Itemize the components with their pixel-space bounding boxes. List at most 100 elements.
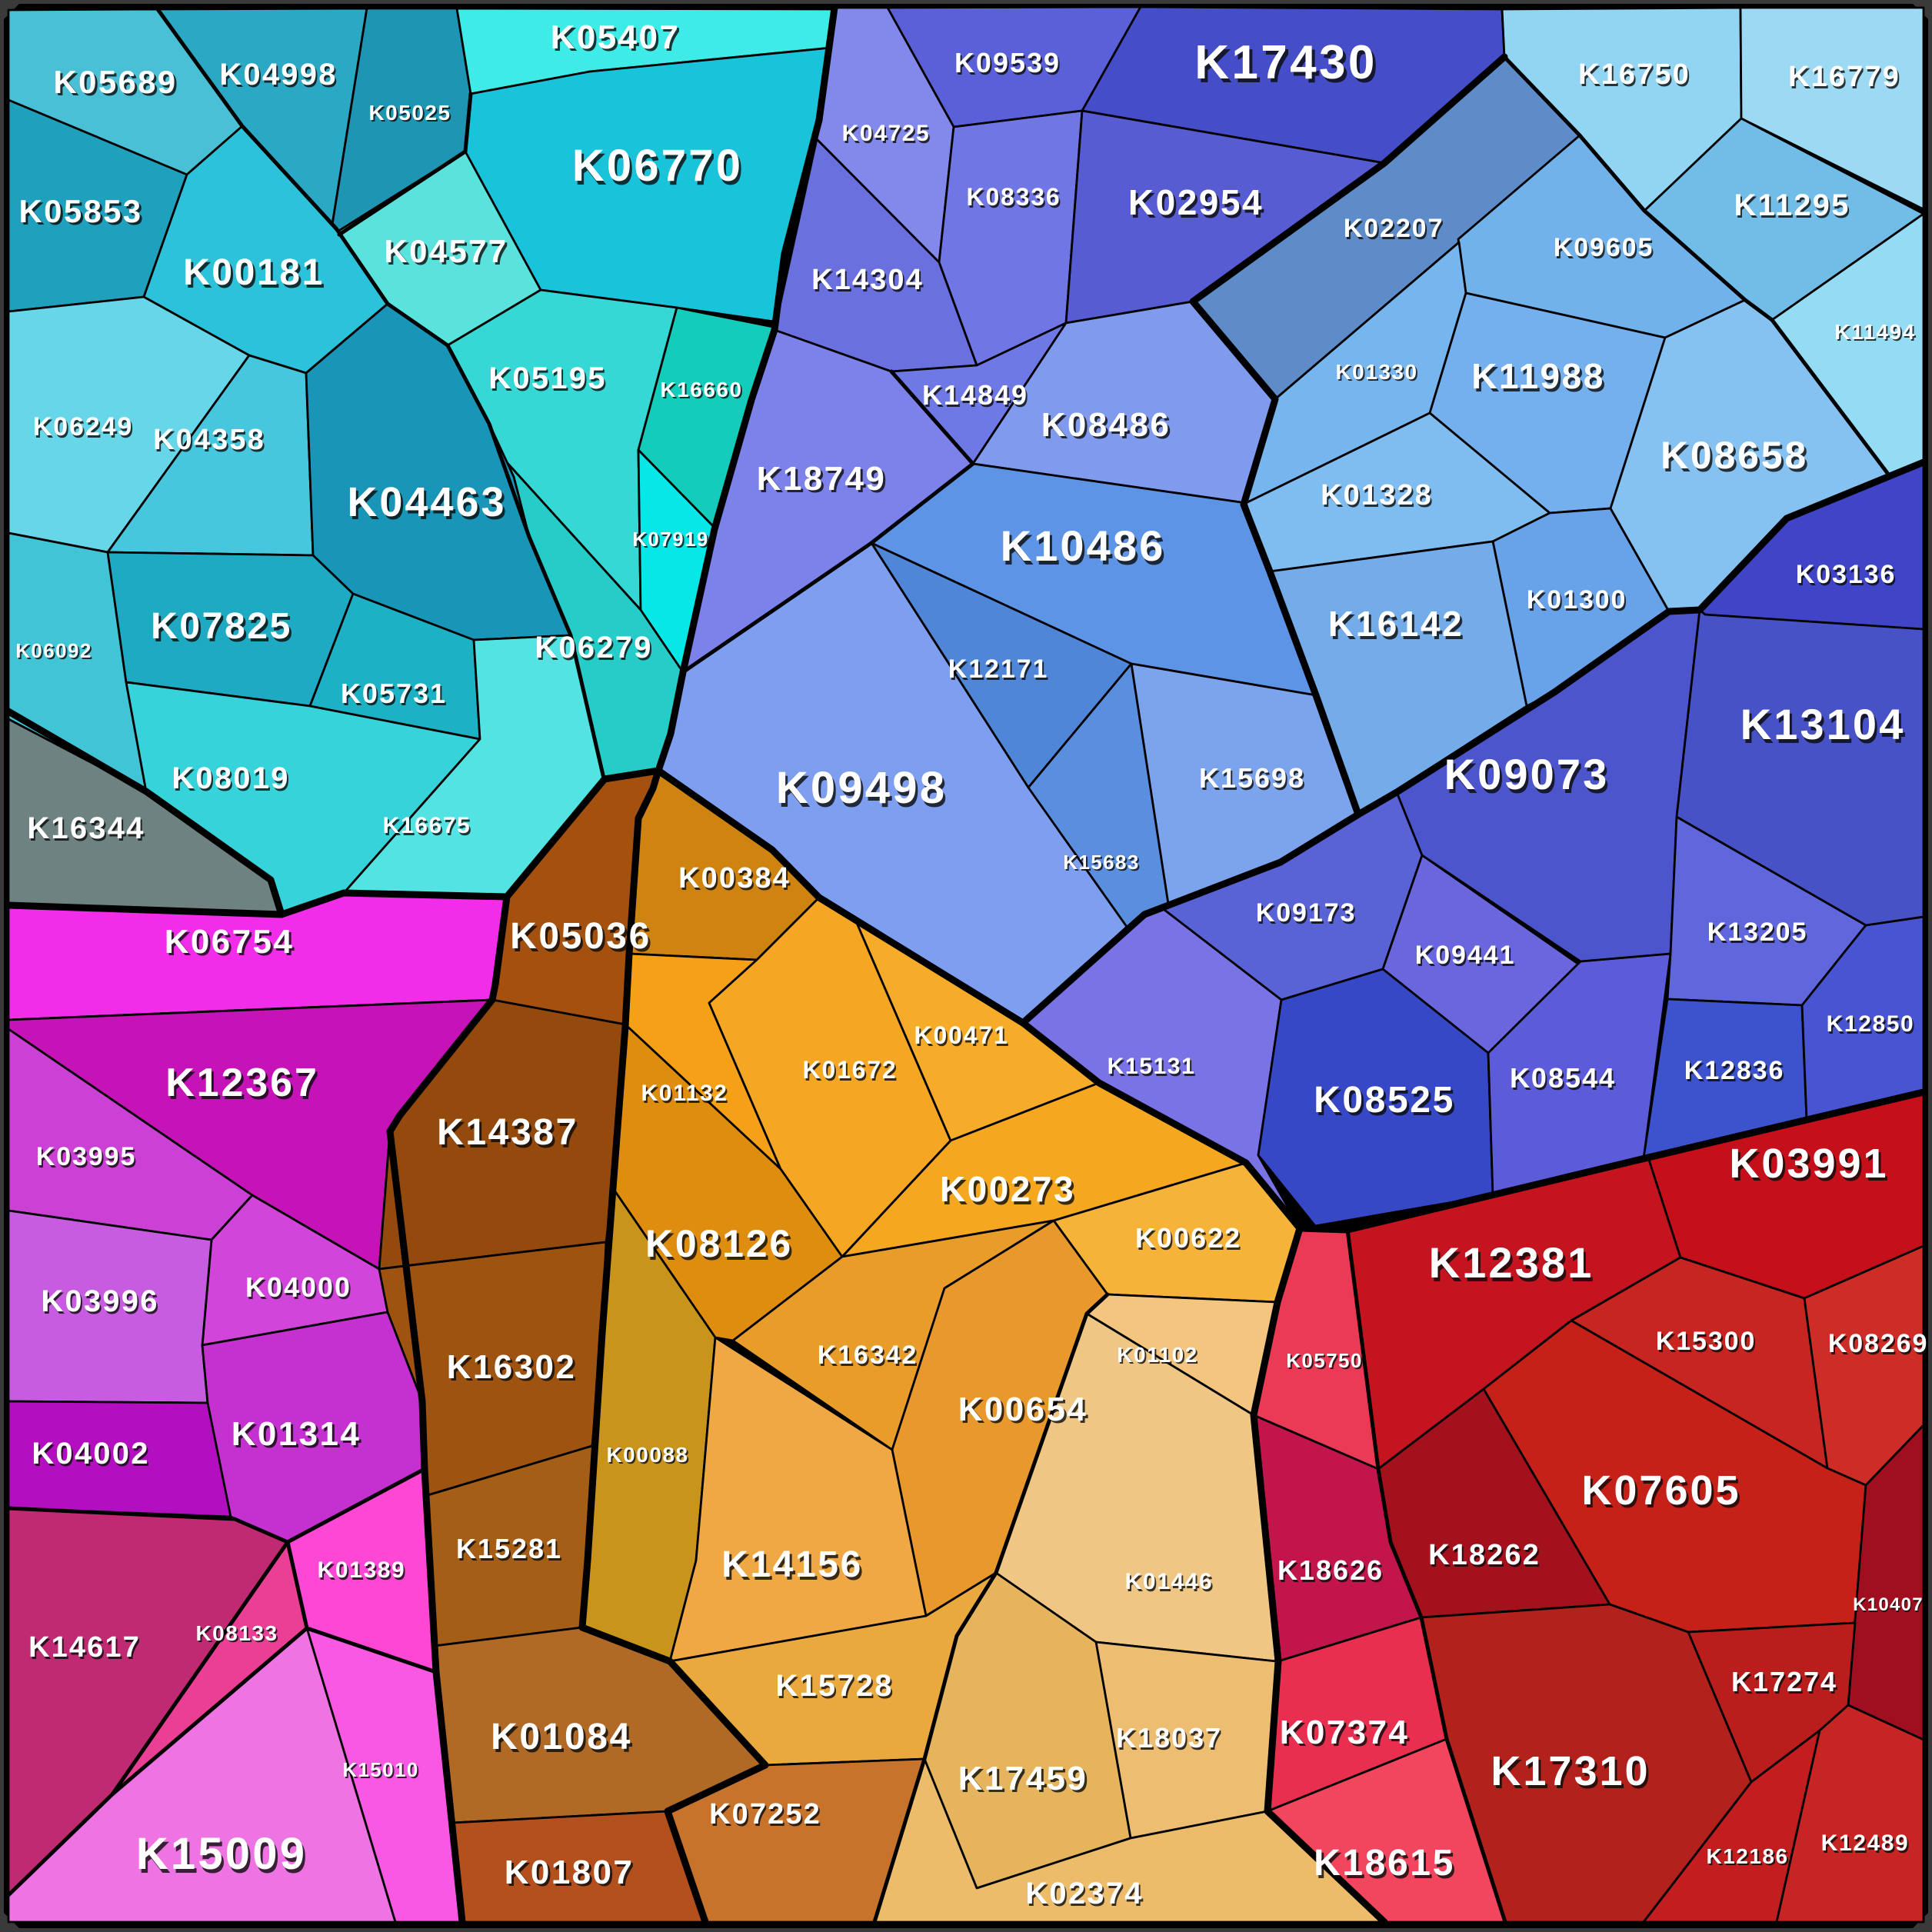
svg-text:K00088: K00088 — [608, 1444, 690, 1468]
svg-text:K14304: K14304 — [813, 266, 925, 298]
svg-text:K05853: K05853 — [19, 193, 143, 229]
svg-text:K03995: K03995 — [38, 1144, 138, 1174]
svg-text:K08486: K08486 — [1041, 406, 1171, 444]
svg-text:K01446: K01446 — [1127, 1571, 1215, 1597]
svg-text:K16750: K16750 — [1580, 61, 1692, 93]
svg-text:K01084: K01084 — [493, 1720, 635, 1760]
svg-text:K01132: K01132 — [641, 1081, 728, 1106]
svg-text:K12171: K12171 — [950, 657, 1051, 686]
svg-text:K07374: K07374 — [1280, 1714, 1410, 1751]
svg-text:K12381: K12381 — [1431, 1242, 1597, 1291]
svg-text:K01807: K01807 — [507, 1856, 637, 1894]
svg-text:K04358: K04358 — [155, 426, 267, 458]
svg-text:K00471: K00471 — [914, 1021, 1009, 1049]
svg-text:K12850: K12850 — [1827, 1011, 1915, 1037]
svg-text:K01132: K01132 — [642, 1083, 729, 1108]
svg-text:K15728: K15728 — [777, 1671, 894, 1705]
svg-text:K08486: K08486 — [1044, 408, 1174, 446]
svg-text:K04000: K04000 — [247, 1274, 353, 1305]
svg-text:K11494: K11494 — [1836, 321, 1917, 345]
svg-text:K14617: K14617 — [28, 1631, 141, 1664]
svg-text:K15281: K15281 — [458, 1535, 564, 1567]
svg-text:K14387: K14387 — [439, 1115, 581, 1156]
svg-text:K15009: K15009 — [138, 1833, 309, 1883]
svg-text:K18037: K18037 — [1118, 1724, 1224, 1756]
svg-text:K12186: K12186 — [1707, 1846, 1790, 1870]
svg-text:K04577: K04577 — [385, 233, 508, 269]
svg-text:K03996: K03996 — [42, 1287, 160, 1321]
svg-text:K05025: K05025 — [368, 101, 451, 125]
svg-text:K05689: K05689 — [56, 66, 180, 102]
svg-text:K05036: K05036 — [510, 916, 651, 957]
svg-text:K16750: K16750 — [1578, 58, 1690, 91]
svg-text:K01102: K01102 — [1117, 1343, 1198, 1367]
svg-text:K06249: K06249 — [33, 412, 134, 441]
svg-text:K15683: K15683 — [1063, 851, 1139, 874]
svg-text:K15009: K15009 — [136, 1829, 307, 1879]
svg-text:K18626: K18626 — [1279, 1557, 1385, 1588]
svg-text:K01300: K01300 — [1528, 588, 1629, 617]
svg-text:K16660: K16660 — [660, 378, 742, 401]
svg-text:K09539: K09539 — [954, 47, 1061, 78]
svg-text:K01672: K01672 — [803, 1056, 898, 1084]
svg-text:K08019: K08019 — [173, 764, 291, 798]
svg-text:K09173: K09173 — [1256, 898, 1357, 928]
svg-text:K05689: K05689 — [54, 64, 178, 100]
svg-text:K14849: K14849 — [924, 381, 1030, 413]
svg-text:K18262: K18262 — [1428, 1539, 1541, 1571]
svg-text:K10486: K10486 — [1003, 525, 1168, 574]
svg-text:K01314: K01314 — [232, 1415, 361, 1453]
svg-text:K09173: K09173 — [1257, 901, 1358, 930]
svg-text:K06754: K06754 — [165, 923, 295, 961]
svg-text:K09498: K09498 — [778, 767, 949, 817]
svg-text:K18749: K18749 — [757, 460, 887, 498]
svg-text:K09605: K09605 — [1554, 233, 1654, 262]
svg-text:K01084: K01084 — [491, 1717, 632, 1757]
svg-text:K04725: K04725 — [844, 123, 932, 148]
svg-text:K05025: K05025 — [370, 102, 452, 126]
svg-text:K00181: K00181 — [185, 255, 327, 296]
svg-text:K02954: K02954 — [1131, 185, 1266, 225]
svg-text:K04000: K04000 — [245, 1271, 351, 1303]
svg-text:K04577: K04577 — [387, 235, 511, 271]
svg-text:K08658: K08658 — [1661, 434, 1808, 477]
svg-text:K16779: K16779 — [1790, 63, 1902, 95]
svg-text:K07605: K07605 — [1581, 1467, 1740, 1514]
svg-text:K14304: K14304 — [811, 264, 924, 296]
svg-text:K15698: K15698 — [1201, 764, 1307, 796]
svg-text:K08126: K08126 — [645, 1222, 793, 1265]
svg-text:K09073: K09073 — [1444, 750, 1610, 798]
svg-text:K01328: K01328 — [1322, 481, 1434, 514]
svg-text:K06092: K06092 — [15, 639, 92, 662]
svg-text:K17459: K17459 — [961, 1762, 1091, 1800]
svg-text:K01314: K01314 — [234, 1417, 364, 1455]
svg-text:K02207: K02207 — [1344, 214, 1444, 243]
svg-text:K17430: K17430 — [1198, 40, 1381, 93]
svg-text:K08133: K08133 — [195, 1621, 278, 1645]
svg-text:K10407: K10407 — [1854, 1596, 1924, 1617]
svg-text:K17430: K17430 — [1194, 36, 1377, 89]
svg-text:K18749: K18749 — [759, 462, 889, 500]
svg-text:K01330: K01330 — [1335, 360, 1417, 384]
svg-text:K11295: K11295 — [1735, 191, 1851, 225]
svg-text:K10486: K10486 — [1001, 521, 1166, 570]
svg-text:K11494: K11494 — [1834, 320, 1916, 344]
svg-text:K14156: K14156 — [724, 1547, 865, 1588]
svg-text:K01300: K01300 — [1527, 585, 1627, 615]
svg-text:K18037: K18037 — [1116, 1722, 1222, 1754]
svg-text:K05750: K05750 — [1287, 1351, 1364, 1374]
svg-text:K18615: K18615 — [1314, 1843, 1455, 1884]
svg-text:K07919: K07919 — [634, 529, 710, 552]
svg-text:K04998: K04998 — [219, 58, 337, 92]
svg-text:K07252: K07252 — [711, 1800, 823, 1833]
svg-text:K12489: K12489 — [1821, 1830, 1910, 1856]
svg-text:K03991: K03991 — [1731, 1144, 1890, 1190]
svg-text:K00384: K00384 — [680, 864, 792, 897]
svg-text:K14849: K14849 — [922, 379, 1028, 411]
svg-text:K15010: K15010 — [344, 1760, 420, 1783]
svg-text:K07374: K07374 — [1282, 1716, 1412, 1754]
svg-text:K09441: K09441 — [1417, 943, 1517, 972]
svg-text:K14156: K14156 — [721, 1544, 863, 1585]
svg-text:K13205: K13205 — [1707, 918, 1808, 947]
svg-text:K12367: K12367 — [165, 1061, 319, 1105]
